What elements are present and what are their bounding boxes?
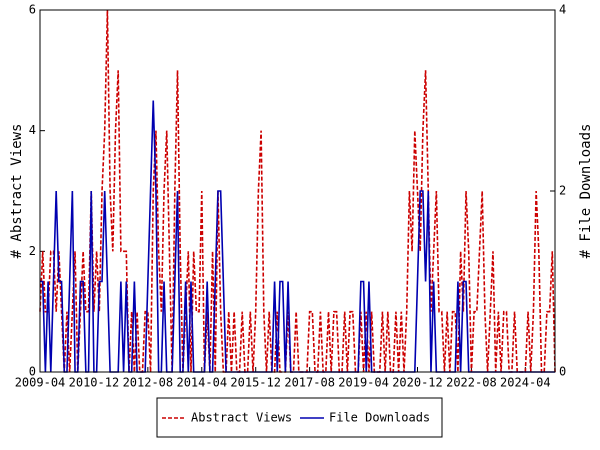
x-tick-label: 2010-12 — [69, 376, 120, 390]
y-tick-label: 2 — [29, 244, 36, 258]
y-tick-label: 0 — [29, 365, 36, 379]
y-axis-label: # Abstract Views — [9, 124, 25, 259]
plot-frame — [39, 9, 556, 373]
legend-label: File Downloads — [329, 411, 430, 425]
x-tick-label: 2019-04 — [338, 376, 389, 390]
x-tick-label: 2014-04 — [176, 376, 227, 390]
x-tick-label: 2020-12 — [392, 376, 443, 390]
y2-axis-label: # File Downloads — [578, 124, 594, 259]
legend-box — [156, 397, 443, 438]
x-tick-label: 2022-08 — [446, 376, 497, 390]
y-tick-label: 6 — [29, 3, 36, 17]
y2-tick-label: 4 — [559, 3, 566, 17]
x-tick-label: 2009-04 — [15, 376, 66, 390]
x-tick-label: 2017-08 — [284, 376, 335, 390]
series-line — [39, 9, 556, 373]
y2-tick-label: 0 — [559, 365, 566, 379]
legend-label: Abstract Views — [191, 411, 292, 425]
x-tick-label: 2024-04 — [500, 376, 551, 390]
x-tick-label: 2015-12 — [230, 376, 281, 390]
y2-tick-label: 2 — [559, 184, 566, 198]
x-tick-label: 2012-08 — [123, 376, 174, 390]
y-tick-label: 4 — [29, 123, 36, 137]
